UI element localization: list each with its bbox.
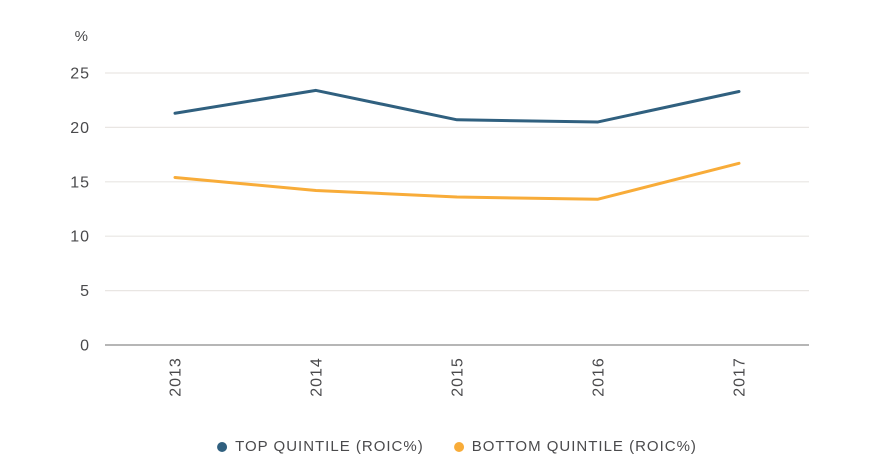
x-tick-label: 2017 bbox=[732, 357, 749, 397]
x-tick-label: 2016 bbox=[591, 357, 608, 397]
legend-label-top-quintile: TOP QUINTILE (ROIC%) bbox=[235, 438, 424, 455]
y-tick-label: 0 bbox=[80, 338, 90, 355]
series-line-top-quintile-roic bbox=[173, 88, 741, 124]
legend-label-bottom-quintile: BOTTOM QUINTILE (ROIC%) bbox=[471, 438, 697, 455]
y-axis-unit-label: % bbox=[75, 28, 88, 45]
series-line-bottom-quintile-roic bbox=[173, 161, 741, 201]
y-tick-label: 20 bbox=[70, 120, 90, 137]
x-tick-label: 2014 bbox=[309, 357, 326, 397]
x-tick-label: 2013 bbox=[168, 357, 185, 397]
bottom-quintile-dot-icon bbox=[453, 441, 464, 452]
legend-item-bottom-quintile: BOTTOM QUINTILE (ROIC%) bbox=[453, 438, 697, 455]
chart-legend: TOP QUINTILE (ROIC%) BOTTOM QUINTILE (RO… bbox=[217, 438, 697, 455]
y-tick-label: 10 bbox=[70, 229, 90, 246]
legend-item-top-quintile: TOP QUINTILE (ROIC%) bbox=[217, 438, 424, 455]
y-tick-label: 15 bbox=[70, 174, 90, 191]
top-quintile-dot-icon bbox=[217, 441, 228, 452]
x-tick-label: 2015 bbox=[450, 357, 467, 397]
y-tick-label: 5 bbox=[80, 283, 90, 300]
y-tick-label: 25 bbox=[70, 66, 90, 83]
